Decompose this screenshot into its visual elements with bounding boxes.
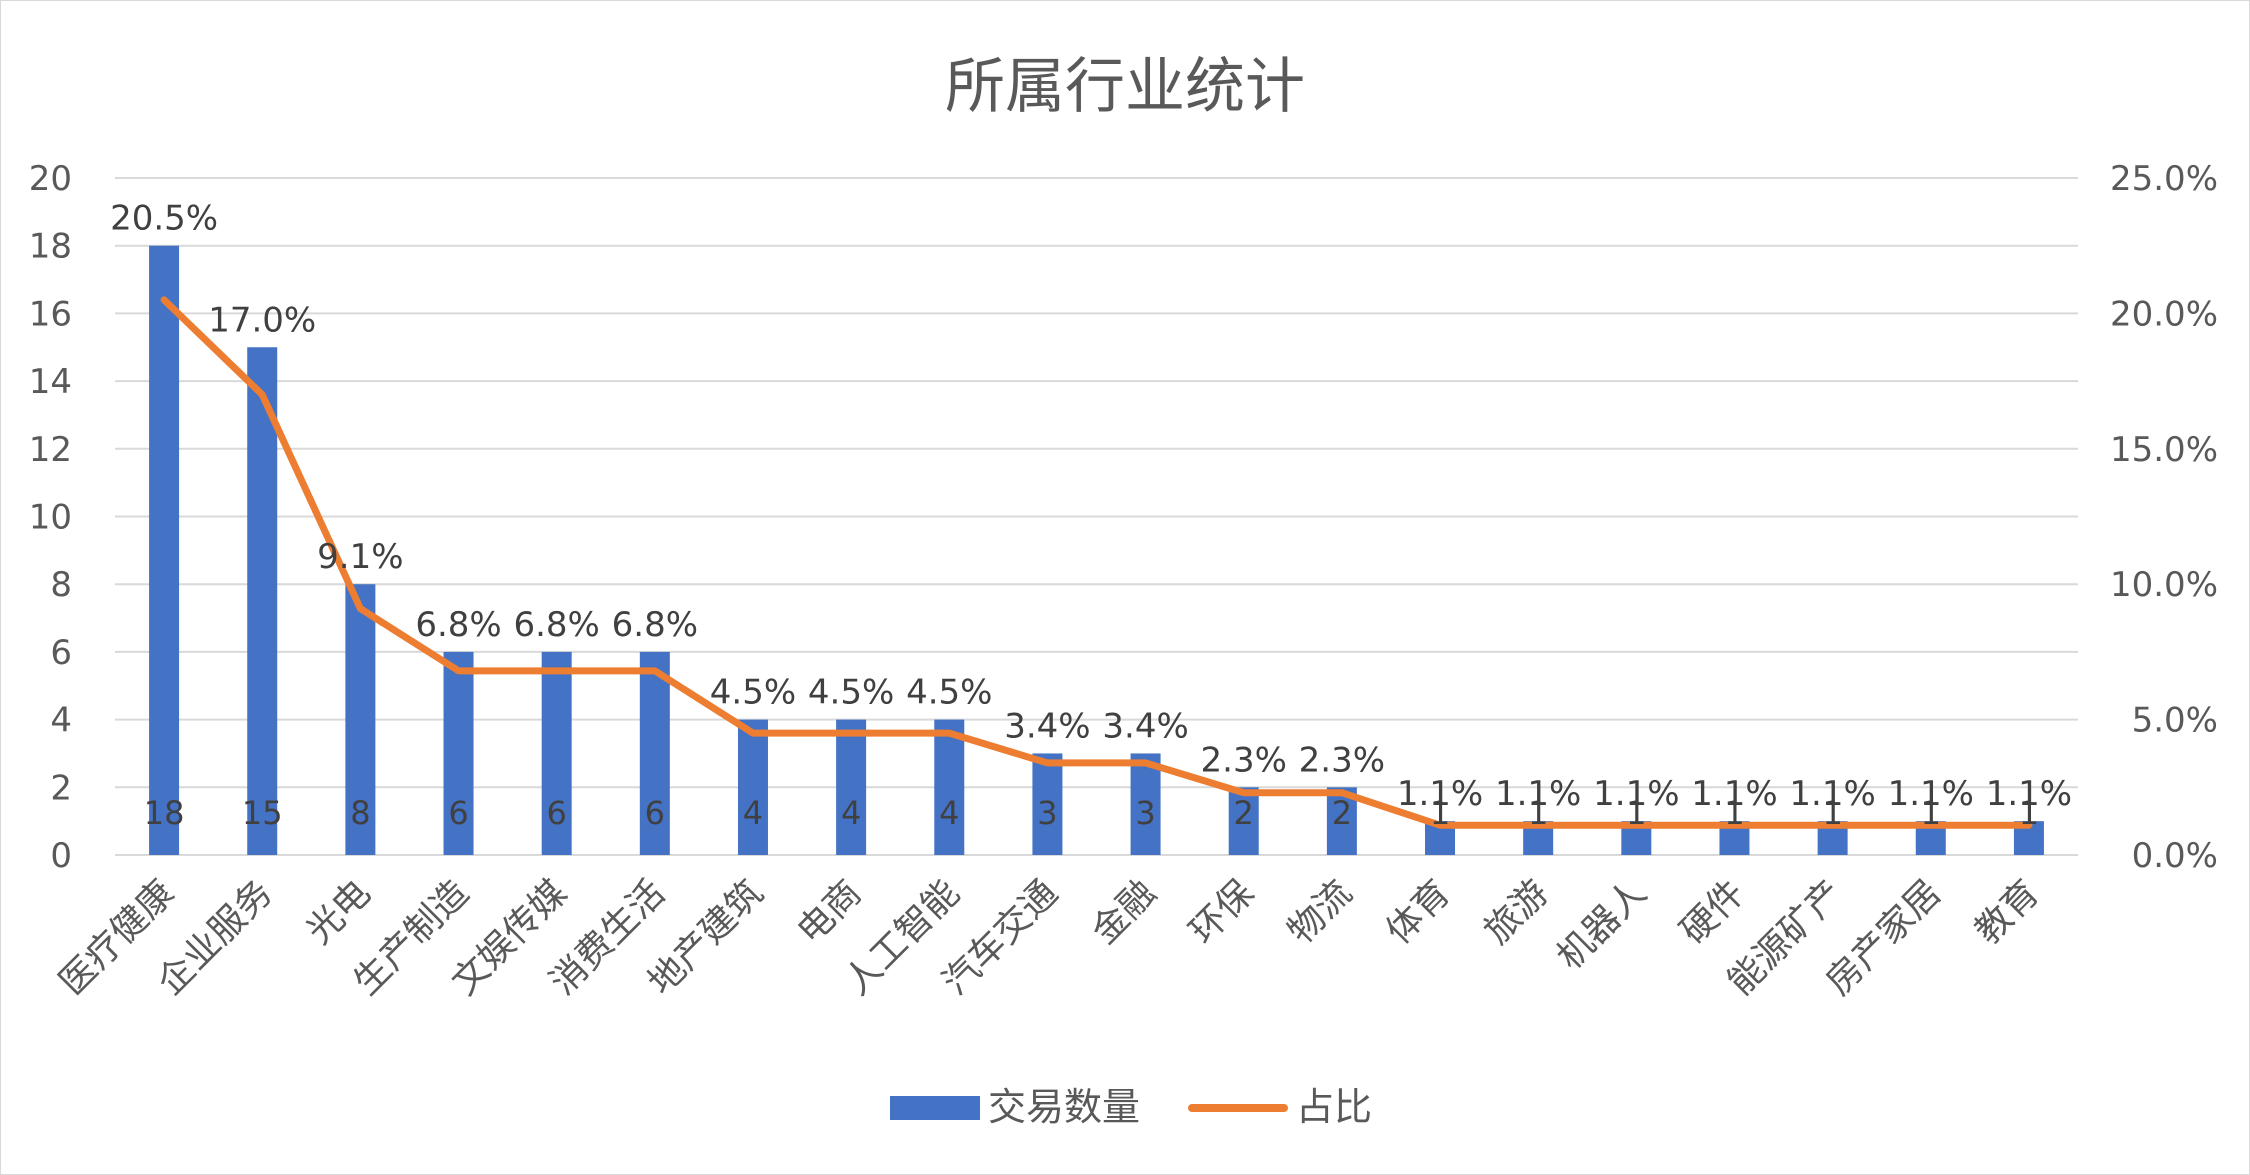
bar-value-label: 4 bbox=[841, 794, 861, 832]
y-left-tick-label: 12 bbox=[29, 430, 72, 470]
bar bbox=[1130, 753, 1161, 855]
bar bbox=[1228, 787, 1259, 855]
x-category-label: 体育 bbox=[1378, 872, 1458, 952]
chart-title: 所属行业统计 bbox=[945, 52, 1305, 122]
x-category-label: 旅游 bbox=[1477, 872, 1557, 952]
line-value-label: 1.1% bbox=[1397, 774, 1483, 814]
line-value-label: 1.1% bbox=[1495, 774, 1581, 814]
line-series bbox=[160, 296, 2033, 829]
line-value-label: 1.1% bbox=[1986, 774, 2072, 814]
y-right-tick-label: 5.0% bbox=[2132, 701, 2218, 741]
bar bbox=[541, 651, 572, 855]
line-value-label: 20.5% bbox=[110, 199, 218, 239]
line-value-label: 6.8% bbox=[513, 605, 599, 645]
y-right-tick-label: 25.0% bbox=[2110, 159, 2218, 199]
bar-value-label: 3 bbox=[1135, 794, 1155, 832]
bar bbox=[639, 651, 670, 855]
bar-value-label: 6 bbox=[645, 794, 665, 832]
bar-value-label: 18 bbox=[144, 794, 185, 832]
line-value-label: 1.1% bbox=[1789, 774, 1875, 814]
y-left-tick-label: 16 bbox=[29, 294, 72, 334]
bar bbox=[345, 584, 376, 855]
y-right-tick-label: 0.0% bbox=[2132, 836, 2218, 876]
y-right-tick-label: 10.0% bbox=[2110, 565, 2218, 605]
legend-label-line: 占比 bbox=[1296, 1085, 1372, 1129]
line-value-label: 6.8% bbox=[415, 605, 501, 645]
bar bbox=[443, 651, 474, 855]
bar-value-label: 1 bbox=[1724, 794, 1744, 832]
bar bbox=[149, 245, 180, 855]
bar-value-label: 1 bbox=[1528, 794, 1548, 832]
y-right-tick-label: 20.0% bbox=[2110, 294, 2218, 334]
y-left-tick-label: 18 bbox=[29, 227, 72, 267]
y-left-tick-label: 10 bbox=[29, 498, 72, 538]
bar bbox=[1032, 753, 1063, 855]
line-value-label: 9.1% bbox=[317, 537, 403, 577]
y-left-tick-label: 20 bbox=[29, 159, 72, 199]
bar-value-label: 8 bbox=[350, 794, 370, 832]
line-value-label: 1.1% bbox=[1593, 774, 1679, 814]
y-left-tick-label: 0 bbox=[50, 836, 72, 876]
bar bbox=[836, 719, 867, 855]
x-category-label: 金融 bbox=[1084, 872, 1164, 952]
line-value-label: 1.1% bbox=[1691, 774, 1777, 814]
bar-value-label: 1 bbox=[1822, 794, 1842, 832]
y-left-tick-label: 2 bbox=[50, 768, 72, 808]
line-value-label: 4.5% bbox=[906, 673, 992, 713]
bar-value-label: 3 bbox=[1037, 794, 1057, 832]
line-value-label: 4.5% bbox=[808, 673, 894, 713]
y-left-tick-label: 4 bbox=[50, 701, 72, 741]
legend-label-bars: 交易数量 bbox=[988, 1085, 1140, 1129]
bar-value-label: 6 bbox=[546, 794, 566, 832]
y-left-tick-label: 14 bbox=[29, 362, 72, 402]
line-value-label: 17.0% bbox=[208, 300, 316, 340]
line-value-label: 2.3% bbox=[1201, 740, 1287, 780]
line-value-label: 1.1% bbox=[1888, 774, 1974, 814]
x-category-label: 光电 bbox=[299, 872, 379, 952]
line-value-label: 2.3% bbox=[1299, 740, 1385, 780]
bar-value-label: 1 bbox=[1626, 794, 1646, 832]
legend-swatch-bars bbox=[890, 1096, 980, 1120]
x-category-label: 电商 bbox=[790, 872, 870, 952]
x-category-label: 硬件 bbox=[1673, 872, 1753, 952]
line-value-label: 6.8% bbox=[612, 605, 698, 645]
bar-value-label: 15 bbox=[242, 794, 283, 832]
bar-value-label: 6 bbox=[448, 794, 468, 832]
x-category-label: 教育 bbox=[1967, 872, 2047, 952]
bar-value-label: 4 bbox=[939, 794, 959, 832]
x-category-label: 环保 bbox=[1182, 872, 1262, 952]
y-left-tick-label: 6 bbox=[50, 633, 72, 673]
line-value-label: 4.5% bbox=[710, 673, 796, 713]
bar-value-label: 1 bbox=[1430, 794, 1450, 832]
y-left-tick-label: 8 bbox=[50, 565, 72, 605]
bar-value-label: 1 bbox=[1921, 794, 1941, 832]
x-category-label: 机器人 bbox=[1549, 872, 1654, 977]
line-value-label: 3.4% bbox=[1004, 706, 1090, 746]
bar-value-label: 2 bbox=[1234, 794, 1254, 832]
bar-value-label: 1 bbox=[2019, 794, 2039, 832]
bar-value-label: 4 bbox=[743, 794, 763, 832]
x-category-label: 物流 bbox=[1280, 872, 1360, 952]
y-right-tick-label: 15.0% bbox=[2110, 430, 2218, 470]
bar bbox=[247, 347, 278, 855]
bar-value-label: 2 bbox=[1332, 794, 1352, 832]
bar bbox=[737, 719, 768, 855]
line-value-label: 3.4% bbox=[1102, 706, 1188, 746]
bar bbox=[934, 719, 965, 855]
